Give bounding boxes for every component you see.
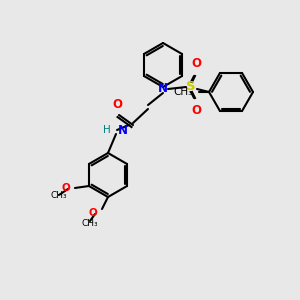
Text: CH₃: CH₃: [82, 218, 98, 227]
Text: N: N: [158, 82, 168, 95]
Text: CH₃: CH₃: [51, 191, 67, 200]
Text: O: O: [61, 183, 70, 193]
Text: S: S: [186, 80, 196, 94]
Text: O: O: [191, 104, 201, 117]
Text: O: O: [88, 208, 97, 218]
Text: CH₃: CH₃: [174, 87, 193, 97]
Text: O: O: [191, 57, 201, 70]
Text: O: O: [112, 98, 122, 111]
Text: N: N: [118, 124, 128, 136]
Text: H: H: [103, 125, 111, 135]
